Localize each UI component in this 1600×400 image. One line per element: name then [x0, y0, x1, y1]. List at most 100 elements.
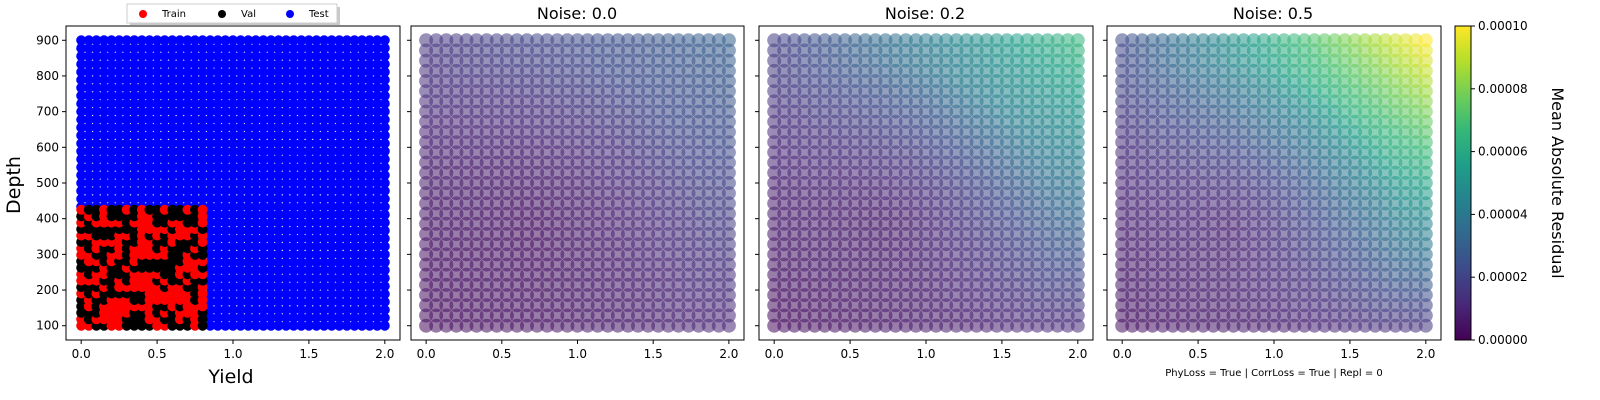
test-point [235, 98, 246, 109]
test-point [379, 233, 390, 244]
residual-point [590, 298, 605, 313]
test-point [243, 59, 254, 70]
test-point [220, 265, 231, 276]
x-axis: 0.0 0.5 1.0 1.5 2.0 [417, 340, 738, 361]
test-point [220, 74, 231, 85]
residual-point [469, 104, 484, 119]
residual-point [469, 135, 484, 150]
test-point [266, 106, 276, 117]
colorbar: 0.000000.000020.000040.000060.000080.000… [1454, 19, 1567, 347]
residual-point [550, 165, 565, 180]
test-point [99, 130, 109, 141]
test-point [288, 178, 299, 188]
test-point [311, 193, 322, 204]
residual-point [479, 135, 494, 150]
residual-point [590, 216, 605, 231]
residual-point [540, 84, 555, 99]
test-point [190, 51, 200, 62]
test-point [220, 209, 231, 220]
test-point [311, 233, 322, 244]
test-point [288, 130, 299, 141]
test-point [334, 296, 345, 307]
residual-point [590, 114, 605, 129]
test-point [288, 67, 299, 77]
residual-point [520, 125, 534, 139]
test-point [121, 146, 132, 157]
test-point [250, 74, 261, 85]
residual-point [520, 114, 534, 129]
test-point [288, 312, 299, 323]
residual-point [449, 53, 464, 68]
test-point [235, 162, 246, 173]
test-point [258, 281, 269, 292]
residual-point [439, 277, 454, 292]
residual-point [449, 257, 464, 272]
val-point [83, 204, 94, 215]
residual-point [469, 196, 484, 211]
test-point [99, 74, 109, 85]
test-point [83, 170, 94, 181]
test-point [341, 304, 352, 315]
residual-point [550, 63, 565, 78]
test-point [319, 59, 330, 70]
test-point [334, 130, 345, 141]
test-point [326, 296, 337, 307]
test-point [334, 249, 345, 260]
residual-point [530, 176, 545, 190]
train-point [182, 204, 193, 215]
test-point [152, 43, 163, 54]
test-point [182, 162, 193, 173]
residual-point [550, 277, 565, 292]
test-point [303, 273, 314, 284]
test-point [228, 209, 238, 220]
test-point [281, 296, 292, 307]
residual-point [429, 63, 444, 78]
residual-point [570, 84, 585, 99]
residual-point [439, 145, 454, 160]
test-point [379, 209, 390, 220]
x-tick-label: 1.0 [916, 347, 935, 361]
residual-point [489, 277, 504, 292]
residual-point [570, 125, 585, 139]
test-point [212, 193, 223, 204]
test-point [91, 178, 102, 188]
residual-point [489, 206, 504, 221]
test-point [349, 67, 360, 77]
test-point [364, 59, 375, 70]
test-point [311, 43, 322, 54]
test-point [250, 43, 261, 54]
test-point [190, 193, 200, 204]
test-point [235, 241, 246, 252]
test-point [83, 146, 94, 157]
residual-point [580, 63, 595, 78]
residual-point [580, 53, 595, 68]
residual-point [580, 165, 595, 180]
x-tick-label: 1.5 [1340, 347, 1359, 361]
test-point [364, 138, 375, 149]
test-point [190, 170, 200, 181]
residual-point [560, 176, 575, 190]
test-point [379, 281, 390, 292]
residual-point [419, 257, 434, 272]
test-point [357, 106, 367, 117]
residual-point [459, 288, 474, 303]
residual-point [590, 257, 605, 272]
test-point [243, 185, 254, 196]
test-point [288, 249, 299, 260]
test-point [129, 35, 140, 46]
residual-point [449, 267, 464, 282]
test-point [76, 74, 87, 85]
residual-point [530, 165, 545, 180]
test-point [296, 312, 307, 323]
test-point [341, 43, 352, 54]
test-point [144, 67, 155, 77]
test-point [220, 59, 231, 70]
residual-point [469, 216, 484, 231]
test-point [258, 217, 269, 228]
test-point [182, 106, 193, 117]
residual-point [459, 165, 474, 180]
test-point [205, 122, 216, 133]
test-point [220, 320, 231, 331]
residual-point [419, 135, 434, 150]
y-tick-label: 800 [36, 69, 59, 83]
